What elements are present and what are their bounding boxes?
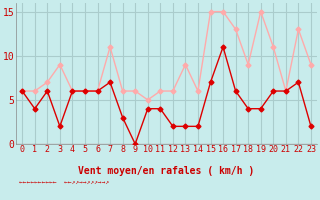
X-axis label: Vent moyen/en rafales ( km/h ): Vent moyen/en rafales ( km/h ) [78,165,255,176]
Text: ←←←←←←←←←←  ←←↗↗→→↗↗↗→→↗: ←←←←←←←←←← ←←↗↗→→↗↗↗→→↗ [19,180,109,185]
